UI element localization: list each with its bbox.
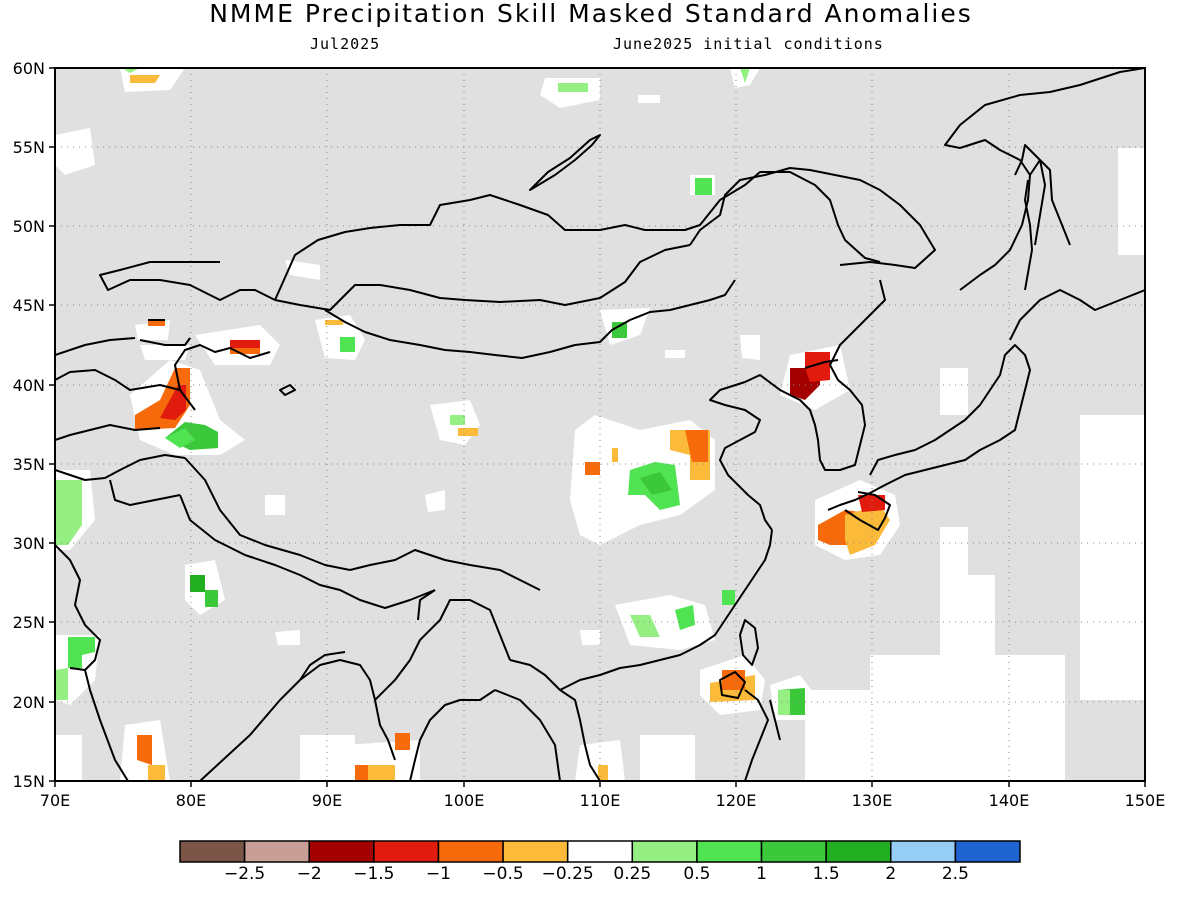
colorbar-swatch	[890, 840, 957, 863]
lon-label: 90E	[312, 791, 342, 810]
lat-labels: 15N 20N 25N 30N 35N 40N 45N 50N 55N 60N	[13, 59, 45, 791]
lat-label: 40N	[13, 376, 45, 395]
lon-label: 120E	[716, 791, 757, 810]
colorbar-swatch	[631, 840, 698, 863]
anomaly-pakistan-wet	[55, 480, 82, 545]
lat-label: 45N	[13, 296, 45, 315]
lon-label: 110E	[580, 791, 621, 810]
anomaly-shandong-dry	[685, 430, 708, 462]
lat-label: 25N	[13, 613, 45, 632]
lat-label: 60N	[13, 59, 45, 78]
anomaly-india-dry	[137, 735, 152, 765]
anomaly-qinghai-wet	[450, 415, 465, 425]
anomaly-central-china-wet-core	[640, 472, 672, 495]
anomaly-south-china-wet	[675, 590, 735, 630]
colorbar-swatch	[825, 840, 892, 863]
anomaly-india-moderate	[148, 765, 165, 781]
colorbar-swatch	[179, 840, 246, 863]
colorbar	[179, 840, 1021, 863]
colorbar-swatch	[502, 840, 569, 863]
colorbar-swatch	[243, 840, 310, 863]
axis-ticks	[49, 67, 1146, 787]
anomaly-assam-wet-2	[205, 590, 218, 607]
colorbar-swatch	[566, 840, 634, 863]
colorbar-swatch	[308, 840, 375, 863]
anomaly-kyushu-core	[858, 495, 885, 512]
forecast-month: Jul2025	[310, 35, 381, 53]
map-title: NMME Precipitation Skill Masked Standard…	[209, 0, 973, 28]
anomaly-patches	[55, 68, 890, 781]
anomaly-korea-dry	[805, 352, 830, 382]
colorbar-label: −1	[426, 864, 451, 884]
colorbar-label: −1.5	[353, 864, 394, 884]
anomaly-gujarat-wet	[68, 637, 95, 668]
colorbar-labels: −2.5 −2 −1.5 −1 −0.5 −0.25 0.25 0.5 1 1.5 2 2.5	[224, 864, 969, 884]
colorbar-swatch	[760, 840, 827, 863]
lon-label: 150E	[1125, 791, 1166, 810]
anomaly-siberia-wet	[695, 178, 712, 195]
anomaly-south-china-wet-light	[630, 615, 660, 637]
colorbar-label: −0.5	[482, 864, 523, 884]
lat-label: 15N	[13, 772, 45, 791]
colorbar-label: −2.5	[224, 864, 265, 884]
lon-labels: 70E 80E 90E 100E 110E 120E 130E 140E 150…	[40, 791, 1166, 810]
lon-label: 80E	[176, 791, 206, 810]
colorbar-label: 2	[885, 864, 896, 884]
colorbar-swatch	[954, 840, 1021, 863]
lat-label: 20N	[13, 693, 45, 712]
anomaly-assam-wet	[190, 575, 205, 592]
anomaly-myanmar-dry	[355, 733, 410, 781]
lat-label: 35N	[13, 455, 45, 474]
colorbar-label: 1	[756, 864, 767, 884]
colorbar-swatch	[437, 840, 504, 863]
colorbar-label: −2	[297, 864, 322, 884]
initial-conditions: June2025 initial conditions	[613, 35, 884, 53]
colorbar-swatch	[373, 840, 440, 863]
colorbar-label: 0.25	[613, 864, 651, 884]
lon-label: 70E	[40, 791, 70, 810]
colorbar-label: 0.5	[683, 864, 710, 884]
lat-label: 30N	[13, 534, 45, 553]
lat-label: 50N	[13, 217, 45, 236]
lon-label: 130E	[852, 791, 893, 810]
anomaly-mongolia-wet	[612, 322, 627, 338]
anomaly-tarim-dry-core	[160, 385, 186, 420]
anomaly-tarim-wet-light	[165, 428, 195, 448]
lon-label: 100E	[444, 791, 485, 810]
colorbar-label: 1.5	[813, 864, 840, 884]
anomaly-philippines-wet-light	[778, 690, 790, 715]
lat-label: 55N	[13, 138, 45, 157]
lon-label: 140E	[989, 791, 1030, 810]
anomaly-dzungaria-wet	[340, 337, 355, 352]
gridlines	[55, 68, 1145, 781]
colorbar-label: 2.5	[942, 864, 969, 884]
colorbar-label: −0.25	[542, 864, 594, 884]
coastlines	[55, 68, 1145, 781]
anomaly-gujarat-wet-light	[55, 668, 68, 700]
colorbar-swatch	[696, 840, 763, 863]
